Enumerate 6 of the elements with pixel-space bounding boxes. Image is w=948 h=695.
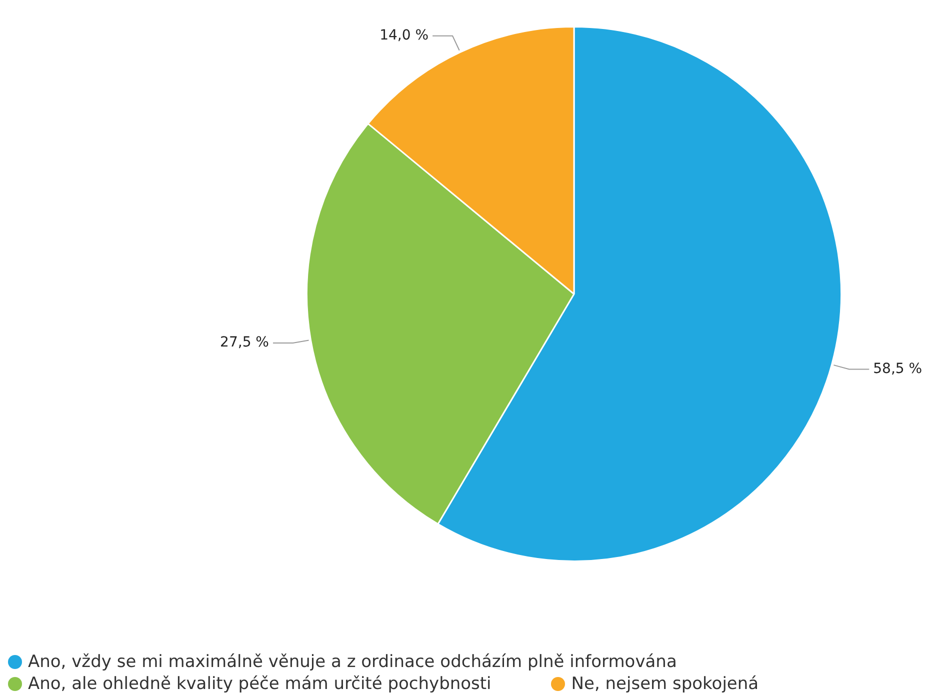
legend-label: Ano, ale ohledně kvality péče mám určité pochybnosti (28, 673, 492, 695)
data-label: 58,5 % (873, 360, 922, 377)
legend-label: Ne, nejsem spokojená (571, 673, 759, 695)
legend-label: Ano, vždy se mi maximálně věnuje a z ordinace odcházím plně informována (28, 651, 677, 673)
data-label: 27,5 % (220, 334, 269, 351)
data-label: 14,0 % (380, 28, 429, 44)
